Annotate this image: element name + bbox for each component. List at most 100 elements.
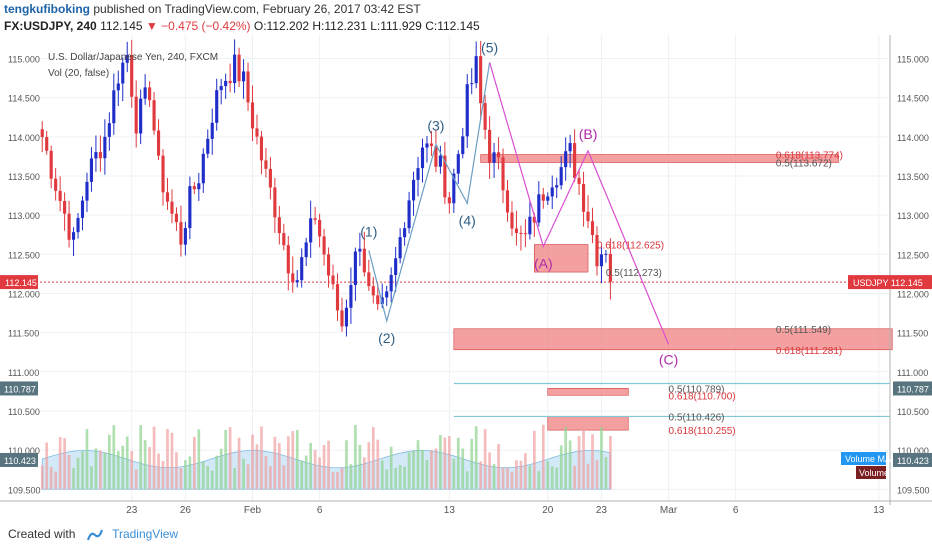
price-chart[interactable]: (1)(2)(3)(4)(5)(A)(B)(C)0.618(113.774)0.… <box>0 0 932 520</box>
candle-body <box>206 138 210 154</box>
volume-bar <box>456 437 460 490</box>
candle-body <box>233 54 237 84</box>
volume-bar <box>179 467 183 490</box>
candle-body <box>425 143 429 148</box>
author-link[interactable]: tengkufiboking <box>4 2 90 16</box>
volume-bar <box>58 437 62 490</box>
legend-volume: Vol (20, false) <box>48 68 109 79</box>
volume-bar <box>515 460 518 490</box>
candle-body <box>49 150 53 179</box>
volume-bar <box>152 426 156 490</box>
volume-bar <box>327 440 330 490</box>
volume-bar <box>376 439 380 490</box>
correction-label: (B) <box>579 126 598 142</box>
volume-bar <box>600 427 603 490</box>
candle-body <box>112 90 116 124</box>
candle-body <box>456 154 460 174</box>
volume-bar <box>54 471 57 490</box>
y-tick-label-left: 114.000 <box>8 133 40 143</box>
volume-bar <box>49 466 53 490</box>
volume-bar <box>412 450 415 490</box>
candle-body <box>241 71 246 82</box>
candle-body <box>67 213 71 240</box>
volume-bar <box>537 471 541 490</box>
candle-body <box>174 213 179 223</box>
candle-body <box>134 96 138 134</box>
candle-body <box>349 285 353 308</box>
volume-bar <box>286 436 290 490</box>
volume-bar <box>273 436 277 490</box>
volume-bar <box>345 440 348 490</box>
volume-bar <box>349 464 353 490</box>
candle-body <box>376 295 380 305</box>
volume-bar <box>76 457 80 490</box>
volume-scale-tag-left <box>0 381 38 396</box>
volume-bar <box>510 471 514 490</box>
low-value: L:111.929 <box>370 19 422 33</box>
fib-zone <box>480 154 839 163</box>
volume-bar <box>90 466 93 490</box>
x-tick-label: 23 <box>126 505 138 516</box>
volume-bar <box>206 465 210 490</box>
volume-bar <box>157 453 160 490</box>
candle-body <box>608 253 612 282</box>
volume-bar <box>550 466 554 490</box>
candle-body <box>219 86 223 91</box>
volume-bar <box>461 448 465 490</box>
candle-body <box>179 222 183 245</box>
fib-level-label: 0.5(111.549) <box>776 325 831 336</box>
x-tick-label: 13 <box>444 505 456 516</box>
volume-bar <box>40 465 44 490</box>
candle-body <box>210 122 214 139</box>
fib-zone <box>453 328 893 351</box>
candle-body <box>429 143 434 146</box>
volume-bar <box>233 467 236 490</box>
candle-body <box>407 200 411 229</box>
volume-bar <box>371 427 375 490</box>
volume-bar <box>264 456 268 490</box>
x-tick-label: 13 <box>873 505 885 516</box>
correction-label: (C) <box>659 351 678 367</box>
candle-body <box>385 291 389 298</box>
volume-bar <box>528 465 532 490</box>
volume-scale-tag <box>893 381 932 396</box>
candle-body <box>371 286 375 296</box>
close-value: C:112.145 <box>425 19 480 33</box>
candle-body <box>273 187 277 218</box>
tradingview-brand[interactable]: TradingView <box>112 527 179 541</box>
candle-body <box>259 136 264 161</box>
candle-body <box>568 143 572 152</box>
volume-bar <box>421 449 424 490</box>
created-with-label: Created with <box>8 527 76 541</box>
volume-bar <box>577 436 581 490</box>
candle-body <box>277 217 281 234</box>
candle-body <box>318 219 322 237</box>
fib-zone <box>547 387 629 396</box>
volume-bar <box>161 460 165 490</box>
volume-bar <box>501 467 505 490</box>
volume-bar <box>63 438 66 490</box>
volume-bar <box>385 469 389 490</box>
candle-body <box>264 160 268 169</box>
candle-body <box>550 187 554 197</box>
candle-body <box>573 143 577 178</box>
candle-body <box>165 192 170 202</box>
candle-body <box>519 232 523 234</box>
candle-body <box>291 273 295 283</box>
volume-bar <box>309 442 312 490</box>
volume-bar <box>193 436 196 490</box>
volume-bar <box>219 448 223 490</box>
candle-body <box>492 152 496 163</box>
price-axis: 109.500 109.500 110.000 110.000 110.500 110.5… <box>0 35 932 516</box>
volume-bar <box>443 437 447 490</box>
x-tick-label: 26 <box>180 505 192 516</box>
candle-body <box>470 83 474 85</box>
volume-bar <box>336 471 339 490</box>
volume-bar <box>125 436 129 490</box>
volume-bar <box>112 425 116 490</box>
y-tick-label: 112.500 <box>897 250 929 260</box>
candle-body <box>224 80 228 87</box>
y-tick-label-left: 112.500 <box>8 250 40 260</box>
candle-body <box>501 157 505 191</box>
volume-bar <box>559 445 563 490</box>
